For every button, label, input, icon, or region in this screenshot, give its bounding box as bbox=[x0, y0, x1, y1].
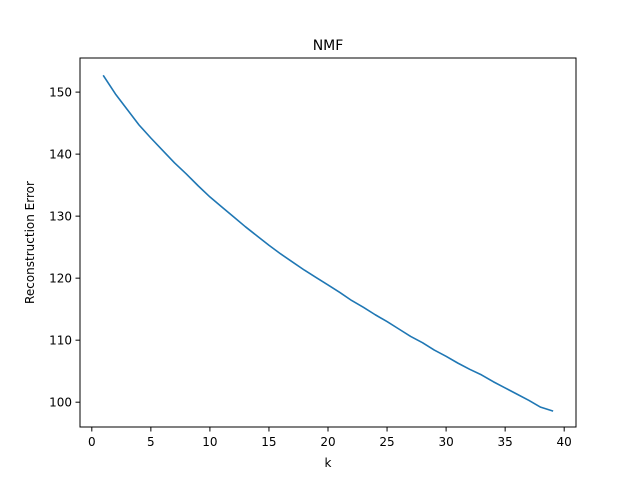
x-tick-label: 10 bbox=[202, 435, 217, 449]
x-axis-label: k bbox=[325, 456, 332, 470]
plot-frame bbox=[79, 57, 577, 428]
x-axis-ticks: 0 5 10 15 20 25 30 35 40 bbox=[88, 427, 572, 449]
x-tick-label: 35 bbox=[498, 435, 513, 449]
y-tick-label: 120 bbox=[49, 272, 72, 286]
x-tick-label: 0 bbox=[88, 435, 96, 449]
y-axis-label: Reconstruction Error bbox=[23, 181, 37, 304]
y-axis-ticks: 100 110 120 130 140 150 bbox=[49, 86, 80, 410]
x-tick-label: 30 bbox=[438, 435, 453, 449]
y-tick-label: 150 bbox=[49, 86, 72, 100]
x-tick-label: 40 bbox=[557, 435, 572, 449]
x-tick-label: 15 bbox=[261, 435, 276, 449]
y-tick-label: 130 bbox=[49, 210, 72, 224]
x-tick-label: 5 bbox=[147, 435, 155, 449]
x-tick-label: 20 bbox=[320, 435, 335, 449]
x-tick-label: 25 bbox=[379, 435, 394, 449]
y-tick-label: 110 bbox=[49, 334, 72, 348]
y-tick-label: 100 bbox=[49, 396, 72, 410]
series-layer bbox=[102, 74, 554, 412]
series-line bbox=[102, 74, 554, 412]
chart-title: NMF bbox=[313, 38, 344, 54]
y-tick-label: 140 bbox=[49, 148, 72, 162]
